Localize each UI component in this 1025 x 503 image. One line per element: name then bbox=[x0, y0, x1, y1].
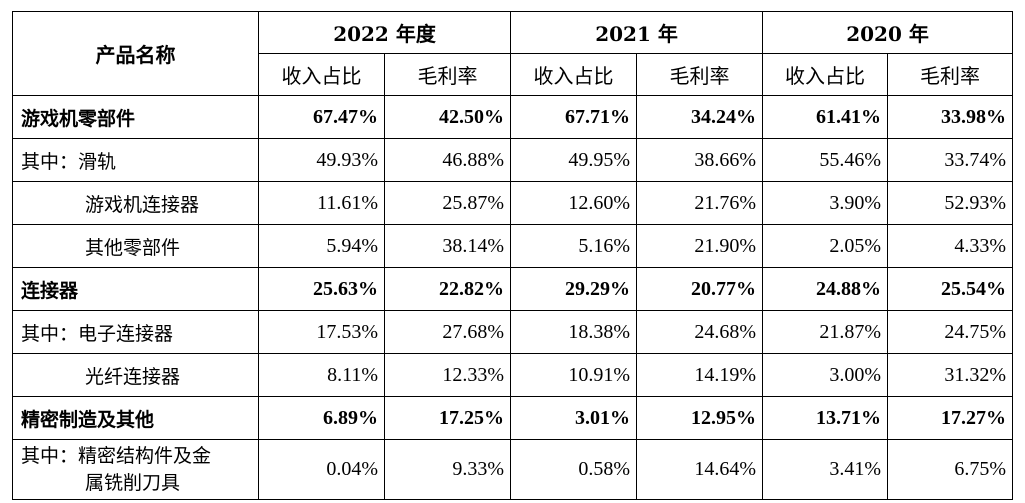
table-row: 其中：电子连接器 17.53% 27.68% 18.38% 24.68% 21.… bbox=[12, 310, 1014, 354]
cell-value: 13.71% bbox=[762, 396, 889, 440]
cell-value: 25.87% bbox=[383, 181, 512, 225]
cell-value: 5.94% bbox=[258, 224, 385, 268]
revenue-share-header: 收入占比 bbox=[258, 53, 385, 96]
cell-value: 17.53% bbox=[258, 310, 385, 354]
year-2020-header: 2020 年 bbox=[762, 11, 1014, 54]
cell-value: 67.71% bbox=[510, 95, 638, 139]
cell-value: 17.25% bbox=[383, 396, 512, 440]
revenue-share-header: 收入占比 bbox=[762, 53, 889, 96]
cell-value: 34.24% bbox=[636, 95, 764, 139]
cell-value: 27.68% bbox=[383, 310, 512, 354]
cell-value: 33.74% bbox=[887, 138, 1014, 182]
table-row: 连接器 25.63% 22.82% 29.29% 20.77% 24.88% 2… bbox=[12, 267, 1014, 311]
cell-value: 21.87% bbox=[762, 310, 889, 354]
cell-value: 12.95% bbox=[636, 396, 764, 440]
cell-value: 21.90% bbox=[636, 224, 764, 268]
cell-value: 25.63% bbox=[258, 267, 385, 311]
cell-value: 18.38% bbox=[510, 310, 638, 354]
cell-value: 14.64% bbox=[636, 439, 764, 500]
year-2021-header: 2021 年 bbox=[510, 11, 764, 54]
row-label: 游戏机零部件 bbox=[12, 95, 259, 139]
cell-value: 2.05% bbox=[762, 224, 889, 268]
cell-value: 55.46% bbox=[762, 138, 889, 182]
cell-value: 49.93% bbox=[258, 138, 385, 182]
table-row: 精密制造及其他 6.89% 17.25% 3.01% 12.95% 13.71%… bbox=[12, 396, 1014, 440]
revenue-share-header: 收入占比 bbox=[510, 53, 638, 96]
cell-value: 3.41% bbox=[762, 439, 889, 500]
table-row: 其中：滑轨 49.93% 46.88% 49.95% 38.66% 55.46%… bbox=[12, 138, 1014, 182]
row-label-line-2: 属铣削刀具 bbox=[85, 471, 181, 494]
row-label: 其中：滑轨 bbox=[12, 138, 259, 182]
cell-value: 0.58% bbox=[510, 439, 638, 500]
row-label-line-1: 其中：精密结构件及金 bbox=[21, 444, 212, 467]
row-label: 连接器 bbox=[12, 267, 259, 311]
year-2022-header: 2022 年度 bbox=[257, 11, 512, 54]
table-row: 其他零部件 5.94% 38.14% 5.16% 21.90% 2.05% 4.… bbox=[12, 224, 1014, 268]
row-label: 精密制造及其他 bbox=[12, 396, 259, 440]
table-row: 游戏机连接器 11.61% 25.87% 12.60% 21.76% 3.90%… bbox=[12, 181, 1014, 225]
cell-value: 29.29% bbox=[510, 267, 638, 311]
cell-value: 17.27% bbox=[887, 396, 1014, 440]
cell-value: 14.19% bbox=[636, 353, 764, 397]
cell-value: 67.47% bbox=[258, 95, 385, 139]
row-label: 光纤连接器 bbox=[12, 353, 259, 397]
product-name-header: 产品名称 bbox=[12, 11, 259, 96]
cell-value: 3.90% bbox=[762, 181, 889, 225]
cell-value: 5.16% bbox=[510, 224, 638, 268]
cell-value: 0.04% bbox=[258, 439, 385, 500]
cell-value: 38.66% bbox=[636, 138, 764, 182]
cell-value: 24.68% bbox=[636, 310, 764, 354]
row-label: 其他零部件 bbox=[12, 224, 259, 268]
cell-value: 42.50% bbox=[383, 95, 512, 139]
cell-value: 20.77% bbox=[636, 267, 764, 311]
table-row: 游戏机零部件 67.47% 42.50% 67.71% 34.24% 61.41… bbox=[12, 95, 1014, 139]
cell-value: 12.60% bbox=[510, 181, 638, 225]
gross-margin-header: 毛利率 bbox=[887, 53, 1014, 96]
cell-value: 3.00% bbox=[762, 353, 889, 397]
cell-value: 11.61% bbox=[258, 181, 385, 225]
cell-value: 38.14% bbox=[383, 224, 512, 268]
cell-value: 61.41% bbox=[762, 95, 889, 139]
row-label: 游戏机连接器 bbox=[12, 181, 259, 225]
cell-value: 31.32% bbox=[887, 353, 1014, 397]
row-label: 其中：电子连接器 bbox=[12, 310, 259, 354]
cell-value: 6.75% bbox=[887, 439, 1014, 500]
cell-value: 4.33% bbox=[887, 224, 1014, 268]
cell-value: 25.54% bbox=[887, 267, 1014, 311]
table-row: 其中：精密结构件及金 属铣削刀具 0.04% 9.33% 0.58% 14.64… bbox=[12, 439, 1014, 500]
cell-value: 9.33% bbox=[383, 439, 512, 500]
gross-margin-header: 毛利率 bbox=[383, 53, 512, 96]
cell-value: 21.76% bbox=[636, 181, 764, 225]
cell-value: 24.75% bbox=[887, 310, 1014, 354]
table-row: 光纤连接器 8.11% 12.33% 10.91% 14.19% 3.00% 3… bbox=[12, 353, 1014, 397]
cell-value: 24.88% bbox=[762, 267, 889, 311]
gross-margin-header: 毛利率 bbox=[636, 53, 764, 96]
cell-value: 6.89% bbox=[258, 396, 385, 440]
cell-value: 3.01% bbox=[510, 396, 638, 440]
cell-value: 49.95% bbox=[510, 138, 638, 182]
cell-value: 10.91% bbox=[510, 353, 638, 397]
product-revenue-margin-table: 产品名称 2022 年度 2021 年 2020 年 收入占比 毛利率 收入占比… bbox=[12, 11, 1014, 500]
cell-value: 46.88% bbox=[383, 138, 512, 182]
cell-value: 22.82% bbox=[383, 267, 512, 311]
row-label: 其中：精密结构件及金 属铣削刀具 bbox=[12, 439, 259, 500]
cell-value: 12.33% bbox=[383, 353, 512, 397]
cell-value: 33.98% bbox=[887, 95, 1014, 139]
cell-value: 8.11% bbox=[258, 353, 385, 397]
cell-value: 52.93% bbox=[887, 181, 1014, 225]
